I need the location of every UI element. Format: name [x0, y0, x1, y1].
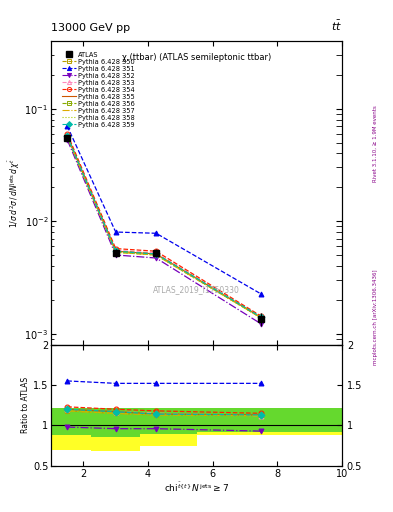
Pythia 6.428 359 — [113, 248, 118, 254]
Pythia 6.428 356 — [259, 314, 263, 321]
Pythia 6.428 353 — [154, 250, 158, 256]
Line: Pythia 6.428 359: Pythia 6.428 359 — [65, 134, 264, 319]
Pythia 6.428 357 — [154, 252, 158, 258]
Pythia 6.428 353 — [65, 132, 70, 138]
Pythia 6.428 356 — [154, 251, 158, 257]
Line: Pythia 6.428 357: Pythia 6.428 357 — [67, 137, 261, 318]
Pythia 6.428 358 — [65, 134, 70, 140]
Pythia 6.428 356 — [113, 248, 118, 254]
Pythia 6.428 358 — [113, 249, 118, 255]
Pythia 6.428 352 — [259, 321, 263, 327]
Y-axis label: Ratio to ATLAS: Ratio to ATLAS — [21, 377, 30, 433]
Text: $t\bar{t}$: $t\bar{t}$ — [331, 19, 342, 33]
Line: Pythia 6.428 355: Pythia 6.428 355 — [67, 136, 261, 317]
Pythia 6.428 352 — [113, 252, 118, 258]
Text: Rivet 3.1.10, ≥ 1.9M events: Rivet 3.1.10, ≥ 1.9M events — [373, 105, 378, 182]
Pythia 6.428 352 — [154, 255, 158, 261]
Line: Pythia 6.428 356: Pythia 6.428 356 — [65, 134, 264, 320]
Pythia 6.428 357 — [259, 315, 263, 321]
Line: Pythia 6.428 358: Pythia 6.428 358 — [67, 137, 261, 318]
Pythia 6.428 355 — [65, 133, 70, 139]
Line: Pythia 6.428 352: Pythia 6.428 352 — [65, 137, 264, 326]
Pythia 6.428 350 — [154, 252, 158, 258]
Text: ATLAS_2019_I1750330: ATLAS_2019_I1750330 — [153, 285, 240, 294]
Pythia 6.428 355 — [154, 251, 158, 257]
Pythia 6.428 354 — [113, 246, 118, 252]
Y-axis label: $1/\sigma\,d^2\sigma\,/\,dN^{\rm jets}\,d\,\chi^{\bar{t}}$: $1/\sigma\,d^2\sigma\,/\,dN^{\rm jets}\,… — [6, 158, 22, 228]
Pythia 6.428 354 — [259, 313, 263, 319]
Pythia 6.428 353 — [113, 247, 118, 253]
Pythia 6.428 359 — [65, 133, 70, 139]
Pythia 6.428 358 — [259, 315, 263, 321]
Pythia 6.428 350 — [259, 315, 263, 321]
Text: mcplots.cern.ch [arXiv:1306.3436]: mcplots.cern.ch [arXiv:1306.3436] — [373, 270, 378, 365]
Text: χ (ttbar) (ATLAS semileptonic ttbar): χ (ttbar) (ATLAS semileptonic ttbar) — [122, 53, 271, 62]
Pythia 6.428 358 — [154, 252, 158, 258]
Pythia 6.428 357 — [65, 134, 70, 140]
Pythia 6.428 352 — [65, 137, 70, 143]
Line: Pythia 6.428 351: Pythia 6.428 351 — [65, 124, 264, 296]
Pythia 6.428 356 — [65, 133, 70, 139]
Pythia 6.428 351 — [154, 230, 158, 237]
Pythia 6.428 355 — [113, 248, 118, 254]
Pythia 6.428 359 — [259, 314, 263, 320]
Pythia 6.428 359 — [154, 251, 158, 257]
Line: Pythia 6.428 353: Pythia 6.428 353 — [65, 133, 264, 319]
Text: 13000 GeV pp: 13000 GeV pp — [51, 23, 130, 33]
Line: Pythia 6.428 350: Pythia 6.428 350 — [65, 135, 264, 321]
Pythia 6.428 351 — [259, 291, 263, 297]
Pythia 6.428 353 — [259, 314, 263, 320]
Pythia 6.428 351 — [113, 229, 118, 235]
Pythia 6.428 354 — [65, 131, 70, 137]
Pythia 6.428 355 — [259, 314, 263, 321]
Line: Pythia 6.428 354: Pythia 6.428 354 — [65, 131, 264, 318]
Pythia 6.428 350 — [65, 134, 70, 140]
X-axis label: ${\rm chi}^{\bar{t}\{t\}}\,N^{\rm jets}\geq 7$: ${\rm chi}^{\bar{t}\{t\}}\,N^{\rm jets}\… — [164, 480, 229, 494]
Pythia 6.428 357 — [113, 249, 118, 255]
Legend: ATLAS, Pythia 6.428 350, Pythia 6.428 351, Pythia 6.428 352, Pythia 6.428 353, P: ATLAS, Pythia 6.428 350, Pythia 6.428 35… — [60, 50, 136, 129]
Pythia 6.428 351 — [65, 123, 70, 129]
Pythia 6.428 354 — [154, 248, 158, 254]
Pythia 6.428 350 — [113, 249, 118, 255]
